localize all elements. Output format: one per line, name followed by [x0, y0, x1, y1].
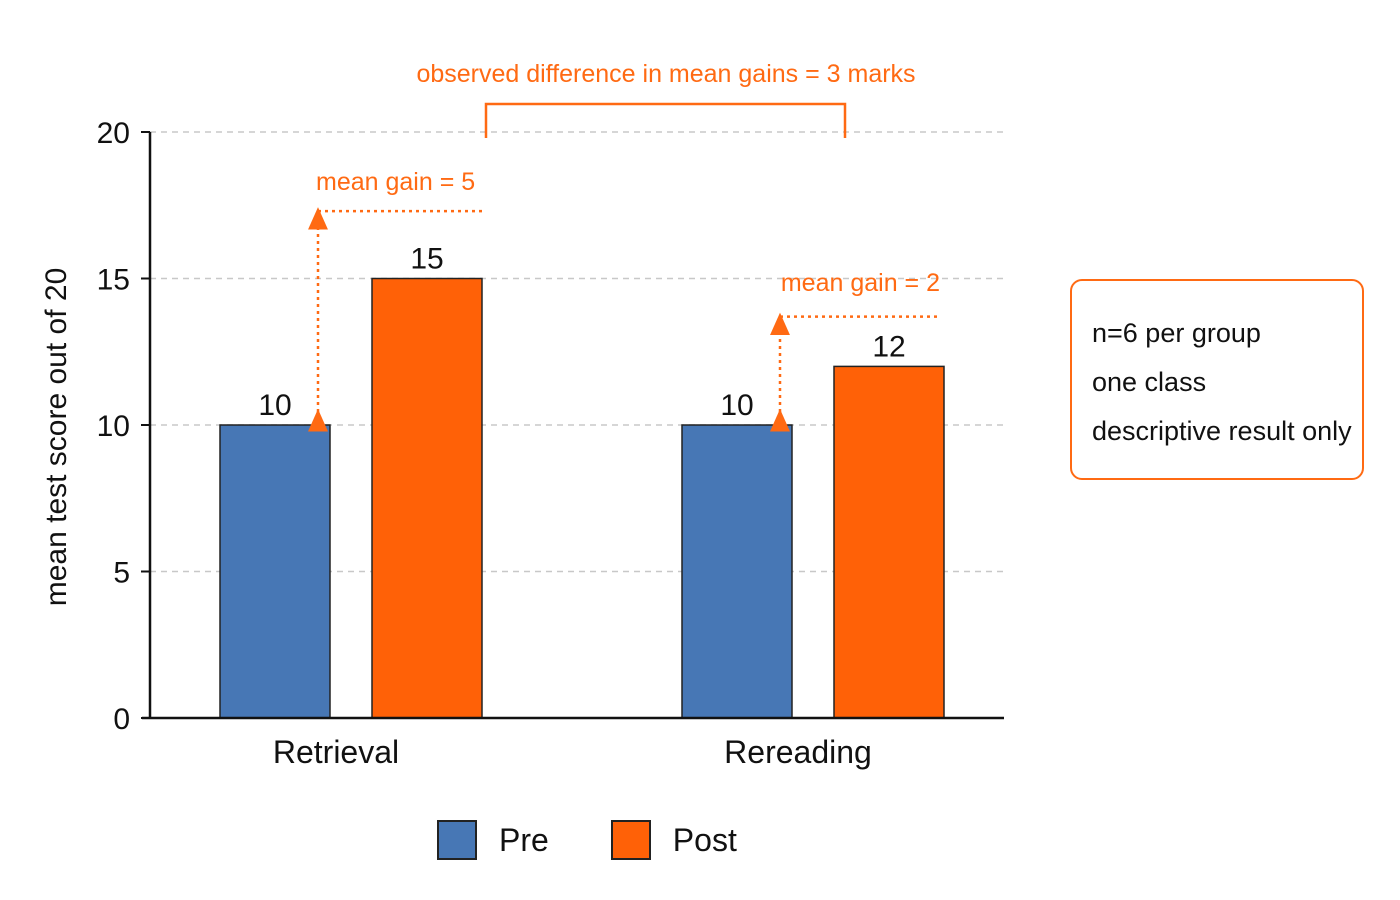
y-tick-label: 0	[113, 703, 130, 736]
gain-label-rereading: mean gain = 2	[781, 269, 940, 297]
category-label-retrieval: Retrieval	[273, 734, 399, 770]
legend-swatch-pre	[437, 820, 477, 860]
difference-bracket	[484, 102, 847, 138]
legend-item-post: Post	[610, 820, 737, 860]
difference-label: observed difference in mean gains = 3 ma…	[416, 60, 915, 88]
note-box: n=6 per group one class descriptive resu…	[1070, 279, 1364, 480]
legend: Pre Post	[437, 818, 799, 862]
bar-pre-rereading	[681, 424, 793, 719]
y-axis-title: mean test score out of 20	[40, 268, 73, 607]
legend-item-pre: Pre	[437, 820, 549, 860]
legend-label-pre: Pre	[499, 821, 549, 858]
bar-post-rereading	[833, 365, 945, 719]
note-line-class: one class	[1092, 367, 1207, 397]
data-label-post-retrieval: 15	[410, 243, 443, 276]
legend-swatch-post	[610, 820, 651, 860]
y-tick-label: 20	[97, 117, 130, 150]
data-labels: 10 15 Retrieval 10 12 Rereading	[258, 243, 905, 771]
bars	[219, 277, 945, 719]
y-tick-label: 5	[113, 557, 130, 590]
y-ticks: 0 5 10 15 20	[97, 117, 150, 736]
bar-post-retrieval	[371, 277, 483, 719]
legend-label-post: Post	[672, 821, 737, 858]
y-tick-label: 15	[97, 264, 130, 297]
gain-label-retrieval: mean gain = 5	[316, 168, 475, 196]
note-line-sample-size: n=6 per group	[1092, 318, 1261, 348]
data-label-pre-retrieval: 10	[258, 389, 291, 422]
note-line-descriptive: descriptive result only	[1092, 416, 1352, 446]
y-tick-label: 10	[97, 410, 130, 443]
annotations: mean gain = 5 mean gain = 2 observed diffe…	[308, 60, 940, 432]
bar-pre-retrieval	[219, 424, 331, 719]
category-label-rereading: Rereading	[724, 734, 872, 770]
data-label-pre-rereading: 10	[720, 389, 753, 422]
data-label-post-rereading: 12	[872, 330, 905, 363]
